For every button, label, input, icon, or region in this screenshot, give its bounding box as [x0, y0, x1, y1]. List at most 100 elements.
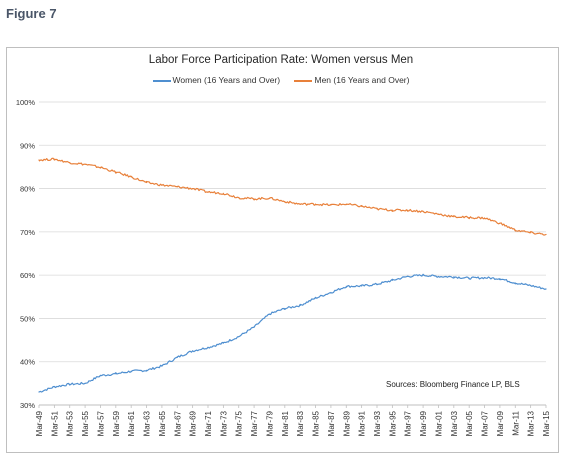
- data-point-men: [437, 213, 440, 215]
- data-point-women: [407, 275, 409, 278]
- gridlines: [39, 101, 546, 406]
- data-point-women: [84, 382, 86, 384]
- data-point-women: [161, 365, 163, 367]
- x-axis: Mar-49 Mar-51 Mar-53 Mar-55 Mar-57 Mar-59 Mar-…: [35, 404, 551, 436]
- data-point-men: [468, 216, 470, 219]
- data-point-women: [361, 285, 363, 287]
- x-tick-label: Mar-89: [342, 410, 351, 436]
- chart-frame: [6, 47, 559, 453]
- data-point-men: [130, 176, 132, 178]
- legend-label-women: Women (16 Years and Over): [172, 75, 281, 85]
- data-point-women: [391, 279, 393, 281]
- data-point-men: [376, 208, 378, 210]
- data-point-women: [330, 291, 332, 294]
- data-point-women: [514, 282, 516, 284]
- data-point-women: [483, 277, 486, 279]
- x-tick-label: Mar-75: [235, 410, 244, 436]
- y-axis-tick-labels: 30% 40% 50% 60% 70% 80% 90% 100%: [16, 98, 36, 410]
- x-tick-label: Mar-55: [81, 410, 90, 436]
- data-point-men: [84, 163, 86, 165]
- series-line-women: [38, 273, 547, 393]
- data-point-women: [437, 275, 440, 278]
- x-tick-label: Mar-91: [358, 410, 367, 436]
- data-point-women: [207, 346, 209, 349]
- chart-title: Labor Force Participation Rate: Women ve…: [148, 54, 414, 66]
- x-tick-label: Mar-57: [96, 410, 105, 436]
- data-point-women: [253, 326, 255, 328]
- data-point-women: [422, 274, 424, 276]
- data-point-men: [453, 216, 455, 218]
- data-point-women: [530, 284, 532, 287]
- x-tick-label: Mar-79: [265, 410, 274, 436]
- x-tick-label: Mar-49: [35, 410, 44, 436]
- data-point-men: [207, 191, 209, 193]
- data-point-women: [238, 336, 240, 338]
- data-point-women: [99, 374, 102, 377]
- data-point-men: [69, 162, 71, 164]
- data-point-men: [176, 186, 178, 188]
- legend-item-women: Women (16 Years and Over): [152, 75, 281, 85]
- x-tick-label: Mar-09: [496, 410, 505, 436]
- x-tick-label: Mar-71: [204, 410, 213, 436]
- x-tick-label: Mar-59: [112, 410, 121, 436]
- x-tick-label: Mar-15: [542, 410, 551, 436]
- data-point-men: [145, 181, 148, 184]
- x-tick-label: Mar-99: [419, 410, 428, 436]
- data-point-men: [238, 197, 240, 199]
- x-tick-label: Mar-61: [127, 410, 136, 436]
- data-point-men: [361, 205, 363, 207]
- x-tick-label: Mar-67: [173, 410, 182, 436]
- data-point-women: [345, 285, 347, 287]
- x-tick-label: Mar-77: [250, 410, 259, 436]
- x-tick-label: Mar-53: [66, 410, 75, 436]
- y-tick-label: 50%: [20, 314, 35, 323]
- chart-legend: Women (16 Years and Over) Men (16 Years …: [0, 75, 562, 85]
- x-tick-label: Mar-85: [312, 410, 321, 436]
- data-point-men: [192, 187, 194, 190]
- data-point-men: [314, 203, 317, 205]
- data-point-men: [391, 209, 393, 211]
- data-point-men: [222, 192, 224, 194]
- data-point-women: [222, 342, 224, 344]
- data-point-men: [53, 158, 55, 160]
- data-point-men: [407, 209, 409, 211]
- data-point-men: [330, 204, 332, 206]
- y-tick-label: 80%: [20, 185, 35, 194]
- data-point-men: [545, 233, 547, 236]
- y-tick-label: 90%: [20, 141, 35, 150]
- x-tick-label: Mar-93: [373, 410, 382, 436]
- y-tick-label: 30%: [20, 401, 35, 410]
- data-point-men: [530, 232, 532, 234]
- data-point-men: [422, 210, 424, 213]
- data-point-women: [176, 356, 178, 358]
- x-tick-label: Mar-87: [327, 410, 336, 436]
- x-tick-label: Mar-51: [50, 410, 59, 436]
- series-lines: [38, 157, 547, 393]
- x-tick-label: Mar-03: [450, 410, 459, 436]
- data-point-women: [314, 297, 317, 299]
- data-point-women: [453, 276, 455, 278]
- legend-swatch-men: [294, 79, 313, 82]
- x-tick-label: Mar-01: [434, 410, 443, 436]
- x-tick-label: Mar-73: [219, 410, 228, 436]
- data-point-women: [69, 383, 71, 385]
- data-point-women: [38, 391, 40, 393]
- legend-item-men: Men (16 Years and Over): [294, 75, 409, 85]
- data-point-women: [284, 307, 286, 310]
- data-point-men: [284, 200, 286, 203]
- x-tick-label: Mar-81: [281, 410, 290, 436]
- data-point-men: [499, 222, 501, 224]
- x-tick-label: Mar-83: [296, 410, 305, 436]
- data-point-men: [345, 203, 347, 205]
- data-point-women: [299, 304, 301, 307]
- data-point-men: [115, 171, 117, 173]
- data-point-men: [99, 166, 102, 168]
- data-point-men: [253, 198, 255, 200]
- data-point-women: [268, 313, 271, 315]
- x-tick-label: Mar-13: [527, 410, 536, 436]
- legend-swatch-women: [152, 79, 171, 82]
- source-note: Sources: Bloomberg Finance LP, BLS: [386, 380, 520, 389]
- data-point-women: [145, 369, 148, 371]
- x-tick-label: Mar-65: [158, 410, 167, 436]
